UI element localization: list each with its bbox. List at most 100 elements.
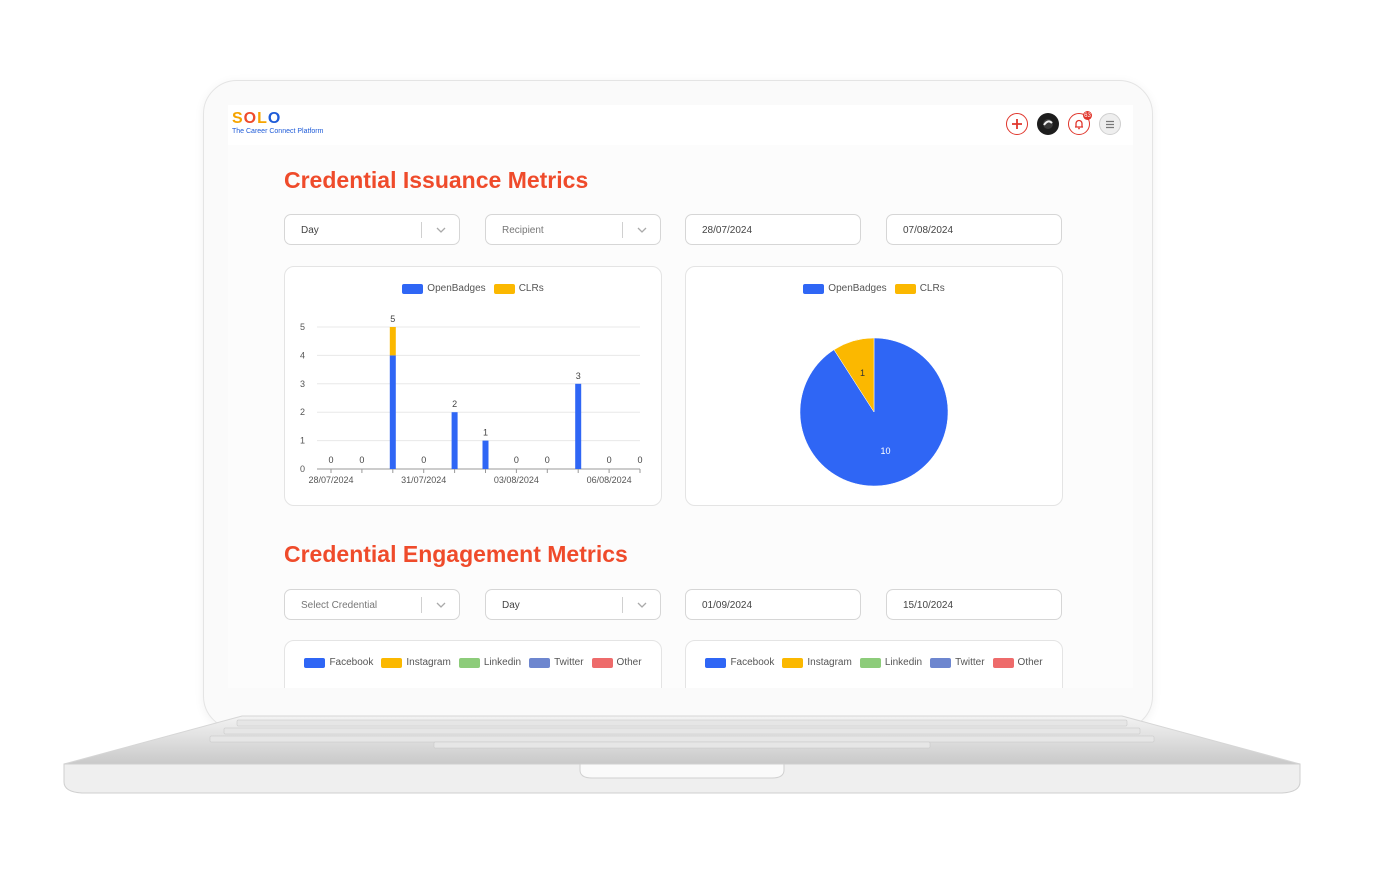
select-separator (622, 222, 623, 238)
bell-icon[interactable]: 63 (1068, 111, 1092, 135)
bar-openbadges (575, 383, 582, 469)
data-label: 0 (637, 455, 642, 465)
start-date-input[interactable]: 28/07/2024 (685, 214, 861, 245)
pie-chart-legend: OpenBadges CLRs (686, 283, 1062, 294)
legend-item-instagram[interactable]: Instagram (782, 657, 852, 668)
legend-swatch (591, 657, 613, 668)
legend-swatch (529, 657, 551, 668)
engagement-end-date-input[interactable]: 15/10/2024 (886, 589, 1062, 620)
data-label: 5 (390, 314, 395, 324)
engagement-legend: Facebook Instagram Linkedin Twitter Othe… (686, 657, 1062, 668)
engagement-end-date-value: 15/10/2024 (903, 600, 954, 611)
group-by-select[interactable]: Recipient (485, 214, 661, 245)
legend-item-clrs[interactable]: CLRs (493, 283, 544, 294)
period-select-value: Day (301, 225, 319, 236)
legend-item-other[interactable]: Other (591, 657, 642, 668)
legend-item-openbadges[interactable]: OpenBadges (402, 283, 486, 294)
chevron-down-icon (436, 602, 446, 608)
legend-label: Facebook (329, 657, 374, 668)
laptop-base (63, 715, 1301, 794)
issuance-title: Credential Issuance Metrics (284, 167, 589, 193)
engagement-start-date-value: 01/09/2024 (702, 600, 753, 611)
bar-openbadges (482, 440, 489, 469)
data-label: 0 (421, 455, 426, 465)
legend-item-instagram[interactable]: Instagram (381, 657, 451, 668)
bar-chart-legend: OpenBadges CLRs (285, 283, 661, 294)
bar-clrs (389, 327, 396, 356)
engagement-start-date-input[interactable]: 01/09/2024 (685, 589, 861, 620)
data-label: 0 (607, 455, 612, 465)
notification-badge: 63 (1083, 111, 1092, 120)
y-tick-label: 3 (300, 379, 305, 389)
legend-item-twitter[interactable]: Twitter (930, 657, 985, 668)
data-label: 1 (483, 428, 488, 438)
engagement-period-select[interactable]: Day (485, 589, 661, 620)
legend-item-openbadges[interactable]: OpenBadges (803, 283, 887, 294)
bar-openbadges (451, 412, 458, 469)
data-label: 3 (576, 371, 581, 381)
legend-swatch (705, 657, 727, 668)
legend-swatch (458, 657, 480, 668)
pie-chart: 10 1 (799, 337, 949, 487)
select-separator (421, 222, 422, 238)
data-label: 2 (452, 399, 457, 409)
logo-tagline: The Career Connect Platform (232, 128, 324, 135)
legend-item-other[interactable]: Other (992, 657, 1043, 668)
data-label: 0 (328, 455, 333, 465)
group-by-select-value: Recipient (502, 225, 544, 236)
engagement-chart-card-left: Facebook Instagram Linkedin Twitter Othe… (284, 640, 662, 688)
chevron-down-icon (637, 227, 647, 233)
legend-item-linkedin[interactable]: Linkedin (859, 657, 923, 668)
start-date-value: 28/07/2024 (702, 225, 753, 236)
legend-item-clrs[interactable]: CLRs (894, 283, 945, 294)
chevron-down-icon (637, 602, 647, 608)
legend-label: OpenBadges (427, 283, 486, 294)
legend-swatch (992, 657, 1014, 668)
legend-swatch (859, 657, 881, 668)
select-separator (622, 597, 623, 613)
legend-item-twitter[interactable]: Twitter (529, 657, 584, 668)
period-select[interactable]: Day (284, 214, 460, 245)
menu-icon[interactable] (1099, 113, 1121, 135)
legend-label: Linkedin (884, 657, 923, 668)
pie-slice-clrs (833, 337, 875, 413)
legend-item-facebook[interactable]: Facebook (304, 657, 373, 668)
engagement-period-value: Day (502, 600, 520, 611)
pie-chart-card: OpenBadges CLRs 10 1 (685, 266, 1063, 506)
legend-label: Instagram (406, 657, 451, 668)
avatar[interactable] (1037, 113, 1059, 135)
top-bar: SOLO The Career Connect Platform 63 (228, 105, 1133, 145)
y-tick-label: 2 (300, 407, 305, 417)
bar-openbadges (389, 355, 396, 469)
legend-item-linkedin[interactable]: Linkedin (458, 657, 521, 668)
legend-label: Other (616, 657, 642, 668)
legend-label: Twitter (955, 657, 985, 668)
app-screen: SOLO The Career Connect Platform 63 Cred… (228, 105, 1133, 688)
legend-swatch (782, 657, 804, 668)
legend-swatch (894, 283, 916, 294)
chevron-down-icon (436, 227, 446, 233)
logo[interactable]: SOLO The Career Connect Platform (232, 111, 323, 136)
y-tick-label: 1 (300, 436, 305, 446)
legend-swatch (402, 283, 424, 294)
y-tick-label: 0 (300, 464, 305, 474)
pie-data-label: 10 (880, 446, 890, 456)
legend-swatch (381, 657, 403, 668)
legend-label: Facebook (730, 657, 775, 668)
credential-select[interactable]: Select Credential (284, 589, 460, 620)
legend-label: OpenBadges (828, 283, 887, 294)
add-circle-icon[interactable] (1006, 113, 1028, 135)
legend-item-facebook[interactable]: Facebook (705, 657, 774, 668)
engagement-title: Credential Engagement Metrics (284, 541, 628, 567)
legend-label: Twitter (554, 657, 584, 668)
logo-wordmark: SOLO (232, 110, 282, 127)
y-tick-label: 5 (300, 322, 305, 332)
y-tick-label: 4 (300, 350, 305, 360)
top-icons: 63 (1006, 111, 1121, 135)
data-label: 0 (545, 455, 550, 465)
end-date-input[interactable]: 07/08/2024 (886, 214, 1062, 245)
legend-swatch (304, 657, 326, 668)
legend-label: Other (1017, 657, 1043, 668)
x-tick-label: 28/07/2024 (308, 475, 353, 485)
